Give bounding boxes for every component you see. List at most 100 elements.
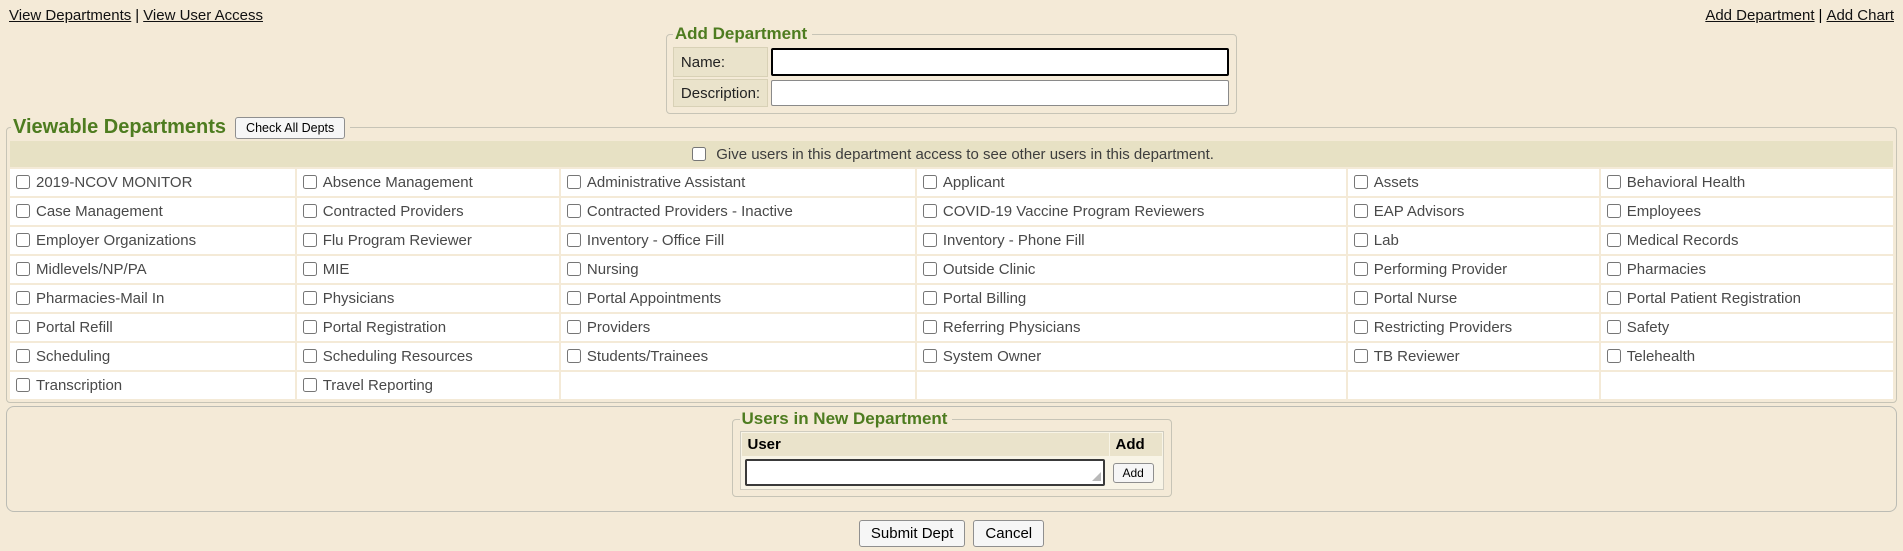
department-checkbox[interactable] bbox=[16, 204, 30, 218]
department-option[interactable]: Performing Provider bbox=[1351, 261, 1507, 278]
department-checkbox[interactable] bbox=[302, 320, 317, 334]
department-checkbox[interactable] bbox=[566, 204, 581, 218]
department-option[interactable]: Restricting Providers bbox=[1351, 319, 1512, 336]
give-access-checkbox[interactable] bbox=[692, 146, 707, 161]
department-option[interactable]: Students/Trainees bbox=[564, 348, 708, 365]
department-option[interactable]: Flu Program Reviewer bbox=[300, 232, 472, 249]
department-checkbox[interactable] bbox=[922, 204, 937, 218]
department-checkbox[interactable] bbox=[566, 233, 581, 247]
department-checkbox[interactable] bbox=[16, 262, 30, 276]
department-checkbox[interactable] bbox=[922, 320, 937, 334]
department-checkbox[interactable] bbox=[16, 233, 30, 247]
department-option[interactable]: Medical Records bbox=[1604, 232, 1738, 249]
department-option[interactable]: Lab bbox=[1351, 232, 1399, 249]
department-checkbox[interactable] bbox=[1353, 291, 1368, 305]
department-checkbox[interactable] bbox=[16, 291, 30, 305]
department-option[interactable]: Employees bbox=[1604, 203, 1701, 220]
department-checkbox[interactable] bbox=[1606, 233, 1621, 247]
department-checkbox[interactable] bbox=[1353, 320, 1368, 334]
give-access-option[interactable]: Give users in this department access to … bbox=[689, 146, 1214, 163]
department-checkbox[interactable] bbox=[302, 204, 317, 218]
department-checkbox[interactable] bbox=[1353, 175, 1368, 189]
department-checkbox[interactable] bbox=[566, 262, 581, 276]
add-user-button[interactable]: Add bbox=[1112, 462, 1154, 483]
department-option[interactable]: Contracted Providers - Inactive bbox=[564, 203, 793, 220]
department-checkbox[interactable] bbox=[302, 291, 317, 305]
department-option[interactable]: Behavioral Health bbox=[1604, 174, 1745, 191]
department-checkbox[interactable] bbox=[302, 175, 317, 189]
add-department-link[interactable]: Add Department bbox=[1705, 7, 1815, 24]
view-departments-link[interactable]: View Departments bbox=[9, 7, 132, 24]
department-checkbox[interactable] bbox=[16, 175, 30, 189]
department-checkbox[interactable] bbox=[1606, 320, 1621, 334]
department-checkbox[interactable] bbox=[1353, 204, 1368, 218]
department-option[interactable]: Inventory - Phone Fill bbox=[920, 232, 1085, 249]
department-checkbox[interactable] bbox=[1353, 233, 1368, 247]
department-option[interactable]: Applicant bbox=[920, 174, 1005, 191]
department-option[interactable]: Travel Reporting bbox=[300, 377, 433, 394]
department-checkbox[interactable] bbox=[302, 262, 317, 276]
department-option[interactable]: Assets bbox=[1351, 174, 1419, 191]
department-option[interactable]: Physicians bbox=[300, 290, 394, 307]
department-name-input[interactable] bbox=[771, 48, 1230, 76]
department-option[interactable]: Safety bbox=[1604, 319, 1669, 336]
department-option[interactable]: Scheduling Resources bbox=[300, 348, 473, 365]
add-chart-link[interactable]: Add Chart bbox=[1826, 7, 1894, 24]
department-checkbox[interactable] bbox=[566, 175, 581, 189]
cancel-button[interactable]: Cancel bbox=[973, 520, 1045, 547]
department-checkbox[interactable] bbox=[1606, 175, 1621, 189]
department-option[interactable]: Pharmacies-Mail In bbox=[13, 290, 164, 307]
department-option[interactable]: Scheduling bbox=[13, 348, 110, 365]
department-option[interactable]: Midlevels/NP/PA bbox=[13, 261, 147, 278]
department-checkbox[interactable] bbox=[302, 378, 317, 392]
department-option[interactable]: System Owner bbox=[920, 348, 1041, 365]
department-option[interactable]: 2019-NCOV MONITOR bbox=[13, 174, 192, 191]
department-description-input[interactable] bbox=[771, 80, 1230, 106]
department-option[interactable]: Nursing bbox=[564, 261, 639, 278]
department-checkbox[interactable] bbox=[1606, 349, 1621, 363]
view-user-access-link[interactable]: View User Access bbox=[143, 7, 263, 24]
department-option[interactable]: Referring Physicians bbox=[920, 319, 1080, 336]
department-option[interactable]: Portal Nurse bbox=[1351, 290, 1457, 307]
department-option[interactable]: Telehealth bbox=[1604, 348, 1695, 365]
department-checkbox[interactable] bbox=[1606, 262, 1621, 276]
department-option[interactable]: Portal Appointments bbox=[564, 290, 721, 307]
department-checkbox[interactable] bbox=[922, 349, 937, 363]
department-option[interactable]: Absence Management bbox=[300, 174, 473, 191]
department-checkbox[interactable] bbox=[566, 320, 581, 334]
department-option[interactable]: Portal Patient Registration bbox=[1604, 290, 1801, 307]
department-checkbox[interactable] bbox=[922, 262, 937, 276]
department-checkbox[interactable] bbox=[922, 291, 937, 305]
department-checkbox[interactable] bbox=[1606, 291, 1621, 305]
department-option[interactable]: Inventory - Office Fill bbox=[564, 232, 724, 249]
department-checkbox[interactable] bbox=[16, 349, 30, 363]
department-option[interactable]: Transcription bbox=[13, 377, 122, 394]
department-option[interactable]: Employer Organizations bbox=[13, 232, 196, 249]
user-search-input[interactable] bbox=[744, 459, 1105, 486]
department-checkbox[interactable] bbox=[302, 233, 317, 247]
department-option[interactable]: Case Management bbox=[13, 203, 163, 220]
department-option[interactable]: Administrative Assistant bbox=[564, 174, 745, 191]
department-checkbox[interactable] bbox=[302, 349, 317, 363]
department-option[interactable]: Contracted Providers bbox=[300, 203, 464, 220]
department-option[interactable]: COVID-19 Vaccine Program Reviewers bbox=[920, 203, 1204, 220]
department-option[interactable]: Pharmacies bbox=[1604, 261, 1706, 278]
department-option[interactable]: Portal Billing bbox=[920, 290, 1026, 307]
department-checkbox[interactable] bbox=[16, 320, 30, 334]
department-option[interactable]: TB Reviewer bbox=[1351, 348, 1460, 365]
submit-dept-button[interactable]: Submit Dept bbox=[858, 520, 966, 547]
department-checkbox[interactable] bbox=[566, 291, 581, 305]
department-option[interactable]: MIE bbox=[300, 261, 349, 278]
department-checkbox[interactable] bbox=[566, 349, 581, 363]
department-option[interactable]: Portal Refill bbox=[13, 319, 113, 336]
department-checkbox[interactable] bbox=[922, 175, 937, 189]
department-option[interactable]: Portal Registration bbox=[300, 319, 446, 336]
department-checkbox[interactable] bbox=[1353, 349, 1368, 363]
department-checkbox[interactable] bbox=[1353, 262, 1368, 276]
department-checkbox[interactable] bbox=[1606, 204, 1621, 218]
check-all-depts-button[interactable]: Check All Depts bbox=[235, 116, 346, 139]
department-option[interactable]: EAP Advisors bbox=[1351, 203, 1464, 220]
department-checkbox[interactable] bbox=[922, 233, 937, 247]
department-option[interactable]: Providers bbox=[564, 319, 650, 336]
department-option[interactable]: Outside Clinic bbox=[920, 261, 1035, 278]
